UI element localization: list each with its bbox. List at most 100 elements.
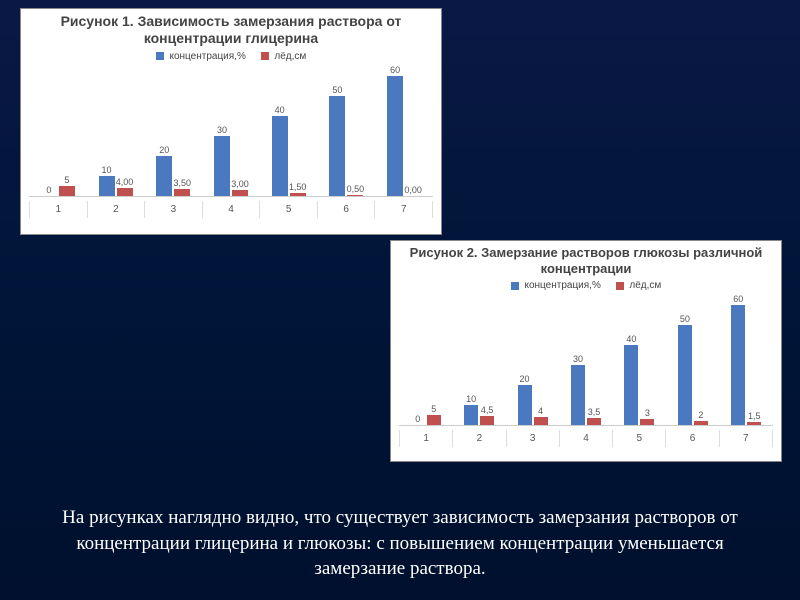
legend-swatch-ice: [261, 52, 269, 60]
bar-value-label: 5: [64, 175, 69, 185]
bar-value-label: 1,50: [289, 182, 307, 192]
x-category-label: 5: [260, 201, 318, 218]
chart-1-plot: 05104,00203,50303,00401,50500,50600,00: [29, 66, 433, 197]
bar-value-label: 30: [573, 354, 583, 364]
bar-group: 303,00: [202, 136, 260, 196]
legend-swatch-concentration: [511, 282, 519, 290]
bar-ice: 0,50: [347, 195, 363, 196]
bar-group: 303,5: [559, 365, 612, 425]
chart-2-legend: концентрация,% лёд,см: [391, 278, 781, 295]
bar-group: 104,5: [452, 405, 505, 425]
bar-value-label: 60: [390, 65, 400, 75]
legend-item: концентрация,%: [156, 51, 246, 62]
bar-ice: 4,5: [480, 416, 494, 425]
body-text: На рисунках наглядно видно, что существу…: [40, 505, 760, 582]
bar-concentration: 50: [678, 325, 692, 425]
chart-1-legend: концентрация,% лёд,см: [21, 49, 441, 66]
bar-ice: 4,00: [117, 188, 133, 196]
bar-concentration: 50: [329, 96, 345, 196]
legend-item: лёд,см: [261, 51, 307, 62]
bar-value-label: 60: [733, 294, 743, 304]
legend-item: концентрация,%: [511, 280, 601, 291]
bar-concentration: 30: [214, 136, 230, 196]
chart-2-title: Рисунок 2. Замерзание растворов глюкозы …: [391, 241, 781, 278]
x-category-label: 6: [318, 201, 376, 218]
bar-value-label: 3: [645, 408, 650, 418]
legend-label: концентрация,%: [524, 280, 600, 291]
chart-2-xaxis: 1234567: [399, 430, 773, 447]
bar-ice: 4: [534, 417, 548, 425]
bar-value-label: 3,5: [588, 407, 601, 417]
bar-group: 104,00: [87, 176, 145, 196]
bar-group: 403: [613, 345, 666, 425]
bar-concentration: 40: [272, 116, 288, 196]
bar-value-label: 4,00: [116, 177, 134, 187]
bar-ice: 3,00: [232, 190, 248, 196]
bar-ice: 3,5: [587, 418, 601, 425]
x-category-label: 1: [29, 201, 88, 218]
legend-label: лёд,см: [274, 51, 306, 62]
bar-group: 502: [666, 325, 719, 425]
bar-concentration: 10: [99, 176, 115, 196]
bar-value-label: 20: [520, 374, 530, 384]
bar-value-label: 0,50: [347, 184, 365, 194]
bar-concentration: 30: [571, 365, 585, 425]
bar-ice: 3,50: [174, 189, 190, 196]
bar-concentration: 20: [156, 156, 172, 196]
bar-value-label: 10: [466, 394, 476, 404]
bar-concentration: 40: [624, 345, 638, 425]
legend-label: концентрация,%: [169, 51, 245, 62]
bar-value-label: 40: [626, 334, 636, 344]
bar-ice: 5: [427, 415, 441, 425]
bar-group: 601,5: [720, 305, 773, 425]
chart-1-title: Рисунок 1. Зависимость замерзания раство…: [21, 9, 441, 49]
chart-2-panel: Рисунок 2. Замерзание растворов глюкозы …: [390, 240, 782, 462]
bar-group: 203,50: [144, 156, 202, 196]
bar-concentration: 10: [464, 405, 478, 425]
bar-value-label: 4,5: [481, 405, 494, 415]
bar-ice: 5: [59, 186, 75, 196]
bar-group: 05: [29, 186, 87, 196]
chart-1-panel: Рисунок 1. Зависимость замерзания раство…: [20, 8, 442, 235]
legend-swatch-ice: [616, 282, 624, 290]
bar-concentration: 20: [518, 385, 532, 425]
bar-value-label: 30: [217, 125, 227, 135]
bar-value-label: 3,00: [231, 179, 249, 189]
x-category-label: 4: [203, 201, 261, 218]
bar-value-label: 10: [102, 165, 112, 175]
bar-value-label: 1,5: [748, 411, 761, 421]
chart-1-xaxis: 1234567: [29, 201, 433, 218]
bar-ice: 1,5: [747, 422, 761, 425]
x-category-label: 3: [145, 201, 203, 218]
bar-value-label: 50: [332, 85, 342, 95]
bar-value-label: 40: [275, 105, 285, 115]
slide: Рисунок 1. Зависимость замерзания раство…: [0, 0, 800, 600]
bar-ice: 2: [694, 421, 708, 425]
bar-value-label: 50: [680, 314, 690, 324]
bar-value-label: 3,50: [174, 178, 192, 188]
legend-swatch-concentration: [156, 52, 164, 60]
x-category-label: 2: [453, 430, 506, 447]
bar-concentration: 60: [731, 305, 745, 425]
bar-value-label: 5: [431, 404, 436, 414]
bar-value-label: 20: [159, 145, 169, 155]
x-category-label: 7: [375, 201, 433, 218]
bar-group: 500,50: [318, 96, 376, 196]
bar-group: 05: [399, 415, 452, 425]
bar-value-label: 0,00: [404, 185, 422, 195]
legend-label: лёд,см: [629, 280, 661, 291]
legend-item: лёд,см: [616, 280, 662, 291]
bar-group: 204: [506, 385, 559, 425]
x-category-label: 7: [720, 430, 773, 447]
bar-value-label: 0: [415, 414, 420, 424]
bar-value-label: 0: [46, 185, 51, 195]
bar-value-label: 4: [538, 406, 543, 416]
bar-value-label: 2: [698, 410, 703, 420]
x-category-label: 5: [613, 430, 666, 447]
bar-group: 600,00: [375, 76, 433, 196]
x-category-label: 1: [399, 430, 453, 447]
bar-ice: 3: [640, 419, 654, 425]
bar-concentration: 60: [387, 76, 403, 196]
chart-2-plot: 05104,5204303,5403502601,5: [399, 295, 773, 426]
bar-group: 401,50: [260, 116, 318, 196]
